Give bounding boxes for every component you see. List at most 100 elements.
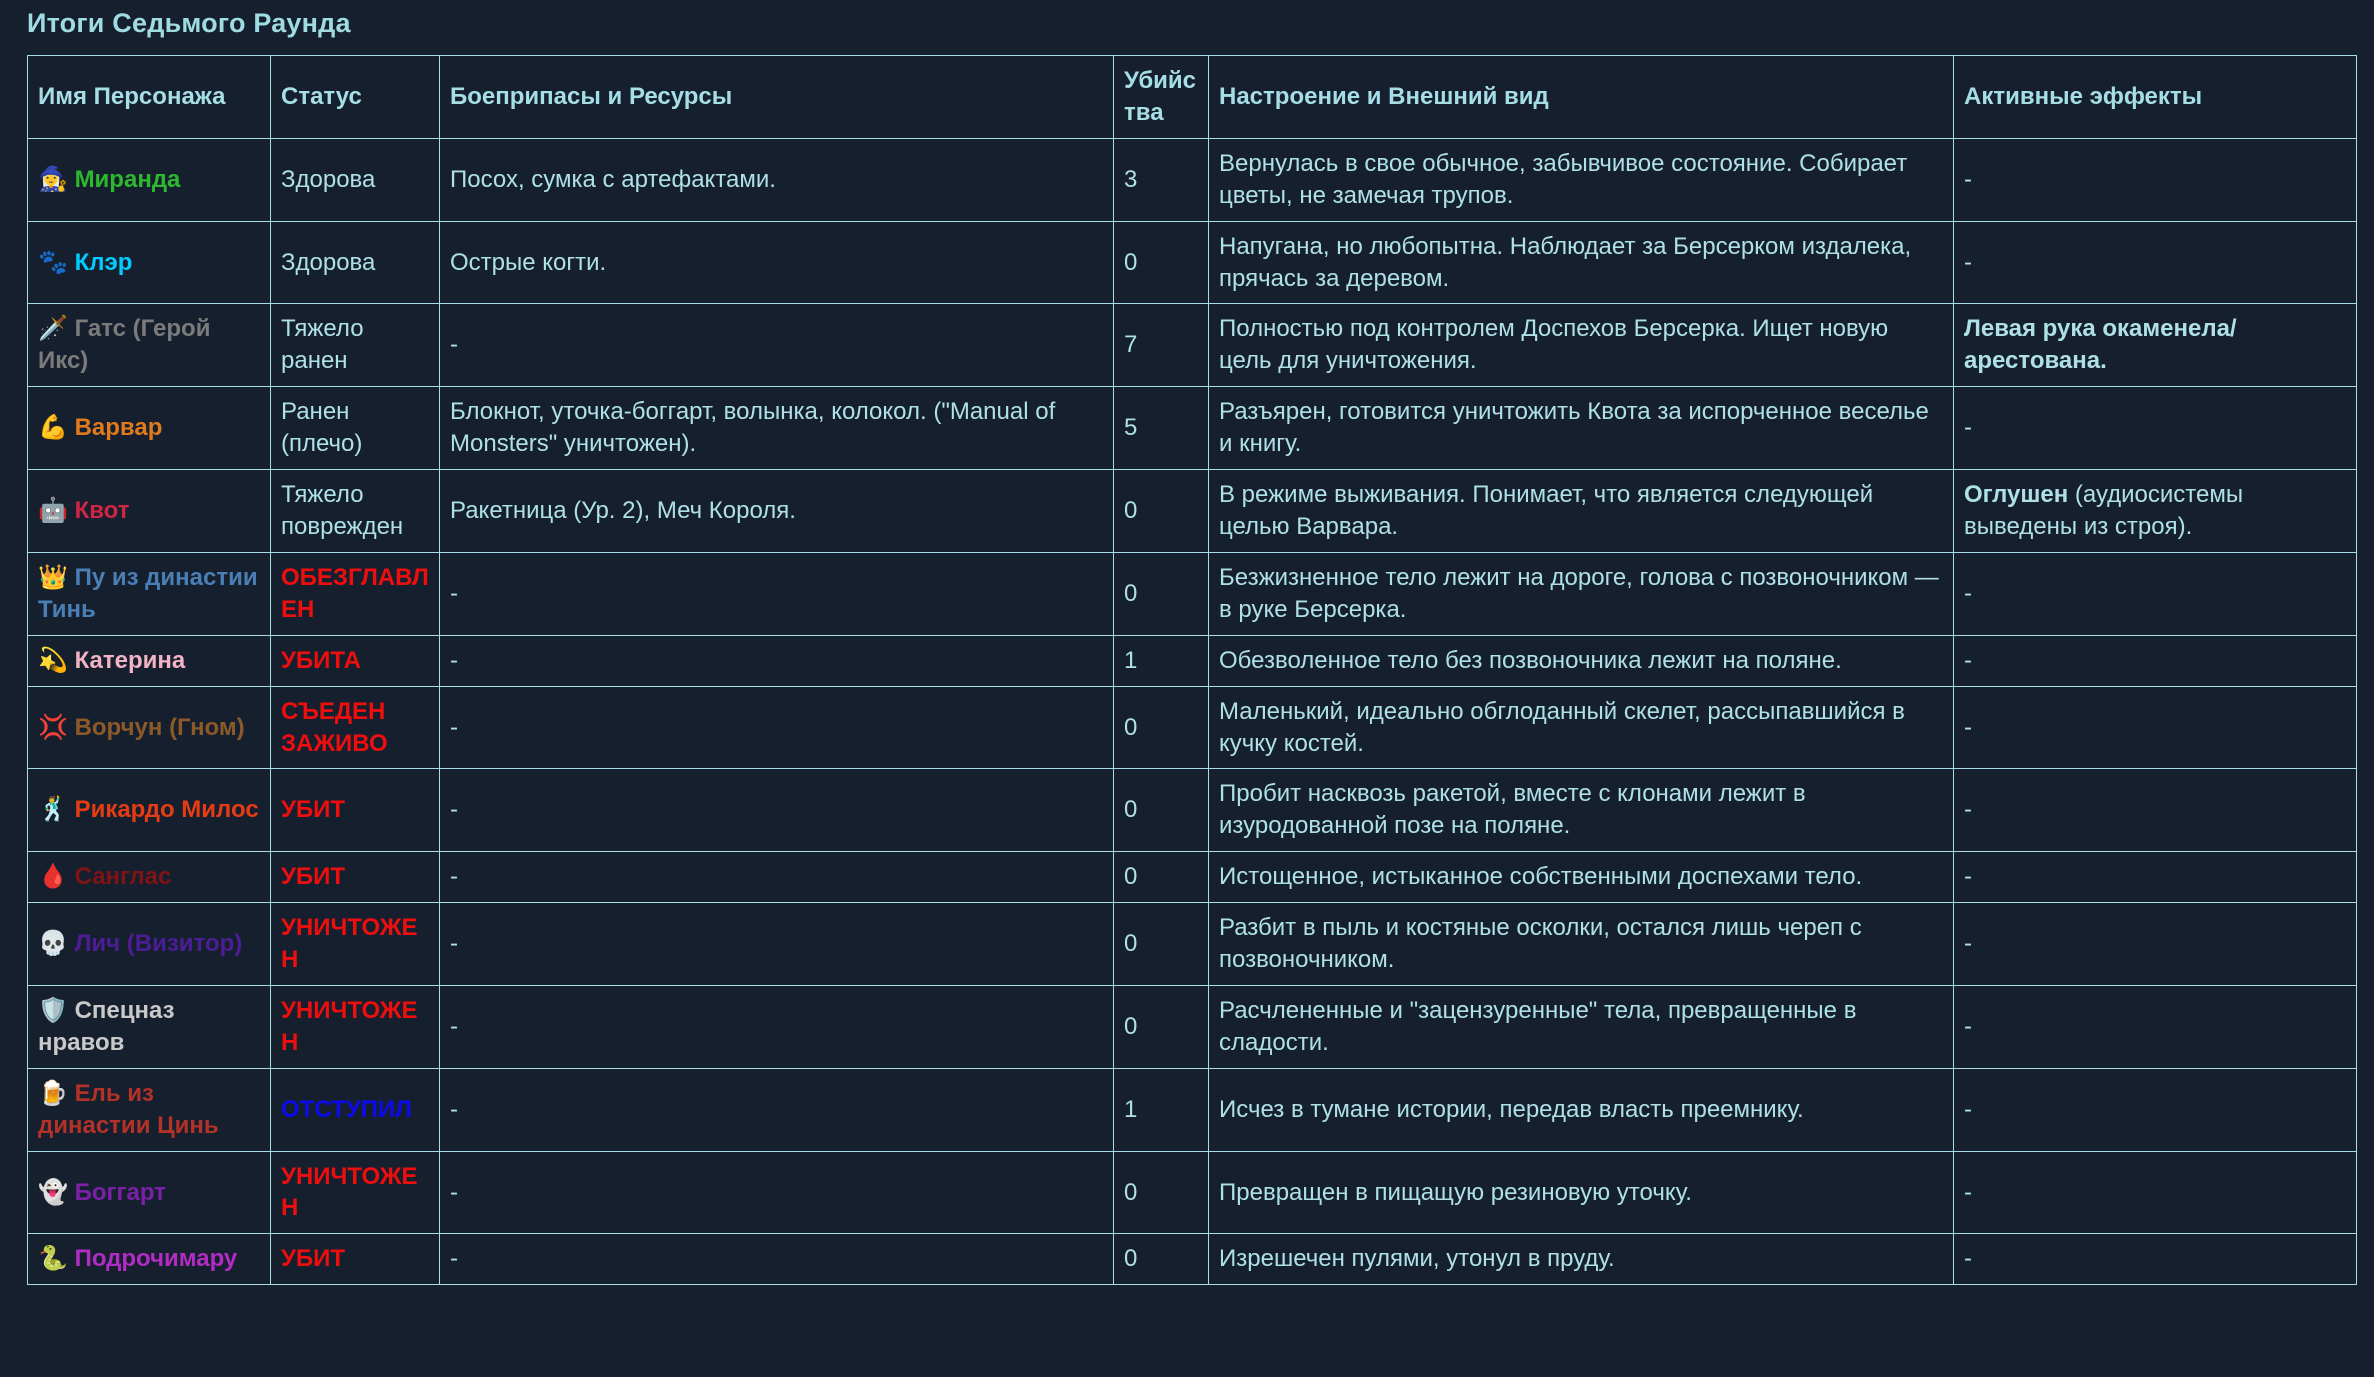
table-row: 🧙‍♀️ Миранда Здорова Посох, сумка с арте… [27, 137, 2357, 222]
effect-text: - [1964, 414, 1972, 442]
effects-cell: Левая рука окаменела/арестована. [1953, 303, 2357, 388]
status-text: Ранен (плечо) [281, 398, 363, 458]
man-dancing-icon: 🕺 [38, 796, 68, 824]
mood-cell: Расчлененные и "зацензуренные" тела, пре… [1208, 984, 1954, 1069]
resources-text: - [450, 1095, 458, 1123]
column-header-mood: Настроение и Внешний вид [1208, 55, 1954, 139]
character-name: Спецназ нравов [38, 996, 175, 1056]
mood-cell: Пробит насквозь ракетой, вместе с клонам… [1208, 768, 1954, 853]
blood-drop-icon: 🩸 [38, 863, 68, 891]
paw-prints-icon: 🐾 [38, 248, 68, 276]
kills-cell: 0 [1113, 551, 1209, 636]
mood-cell: Исчез в тумане истории, передав власть п… [1208, 1067, 1954, 1152]
resources-cell: - [439, 902, 1114, 986]
kills-cell: 3 [1113, 137, 1209, 222]
table-row: 💢 Ворчун (Гном) СЪЕДЕН ЗАЖИВО - 0 Малень… [27, 685, 2357, 770]
page-title: Итоги Седьмого Раунда [27, 8, 351, 38]
status-cell: Здорова [270, 137, 440, 222]
status-text: УБИТ [281, 863, 346, 891]
resources-text: - [450, 1178, 458, 1206]
status-cell: Тяжело ранен [270, 303, 440, 388]
column-header-status: Статус [270, 55, 440, 139]
mood-text: Безжизненное тело лежит на дороге, голов… [1219, 563, 1939, 623]
status-text: Здорова [281, 165, 376, 193]
resources-cell: - [439, 634, 1114, 687]
character-name-cell: 🕺 Рикардо Милос [27, 768, 271, 853]
resources-cell: - [439, 685, 1114, 770]
effects-cell: - [1953, 851, 2357, 904]
status-text: УНИЧТОЖЕН [281, 996, 418, 1056]
character-name: Ворчун (Гном) [74, 713, 245, 741]
status-cell: УБИТА [270, 634, 440, 687]
resources-cell: - [439, 551, 1114, 636]
mood-cell: Безжизненное тело лежит на дороге, голов… [1208, 551, 1954, 636]
mood-text: Расчлененные и "зацензуренные" тела, пре… [1219, 996, 1857, 1056]
effects-cell: - [1953, 634, 2357, 687]
mood-cell: Обезволенное тело без позвоночника лежит… [1208, 634, 1954, 687]
character-name-cell: 👻 Боггарт [27, 1150, 271, 1235]
character-name: Подрочимару [74, 1245, 238, 1273]
status-text: УНИЧТОЖЕН [281, 1162, 418, 1222]
column-header-kills: Убийства [1113, 55, 1209, 139]
kills-cell: 0 [1113, 902, 1209, 986]
status-cell: УНИЧТОЖЕН [270, 984, 440, 1069]
column-header-character-name: Имя Персонажа [27, 55, 271, 139]
character-name: Гатс (Герой Икс) [38, 315, 211, 375]
table-row: 💫 Катерина УБИТА - 1 Обезволенное тело б… [27, 634, 2357, 687]
effects-cell: - [1953, 386, 2357, 471]
character-name: Пу из династии Тинь [38, 563, 258, 623]
status-cell: УНИЧТОЖЕН [270, 902, 440, 986]
table-row: 🛡️ Спецназ нравов УНИЧТОЖЕН - 0 Расчлене… [27, 984, 2357, 1069]
mood-cell: Напугана, но любопытна. Наблюдает за Бер… [1208, 220, 1954, 305]
beer-mug-icon: 🍺 [38, 1079, 68, 1107]
effects-cell: - [1953, 137, 2357, 222]
status-text: УБИТА [281, 646, 361, 674]
status-cell: ОБЕЗГЛАВЛЕН [270, 551, 440, 636]
resources-text: - [450, 1012, 458, 1040]
kills-value: 0 [1124, 579, 1138, 607]
character-name: Санглас [74, 863, 172, 891]
effect-text: - [1964, 579, 1972, 607]
kills-value: 0 [1124, 863, 1138, 891]
mage-icon: 🧙‍♀️ [38, 165, 68, 193]
kills-value: 0 [1124, 1245, 1138, 1273]
table-row: 💪 Варвар Ранен (плечо) Блокнот, уточка-б… [27, 386, 2357, 471]
mood-cell: Полностью под контролем Доспехов Берсерк… [1208, 303, 1954, 388]
mood-cell: Истощенное, истыканное собственными досп… [1208, 851, 1954, 904]
resources-cell: - [439, 1067, 1114, 1152]
effect-bold-text: Левая рука окаменела/арестована. [1964, 315, 2237, 375]
resources-text: - [450, 796, 458, 824]
effect-text: - [1964, 863, 1972, 891]
resources-cell: - [439, 1150, 1114, 1235]
kills-value: 3 [1124, 165, 1138, 193]
resources-cell: Острые когти. [439, 220, 1114, 305]
character-name-cell: 🐍 Подрочимару [27, 1233, 271, 1286]
mood-text: Напугана, но любопытна. Наблюдает за Бер… [1219, 232, 1912, 292]
resources-text: Посох, сумка с артефактами. [450, 165, 776, 193]
character-name-cell: 💪 Варвар [27, 386, 271, 471]
dizzy-icon: 💫 [38, 646, 68, 674]
effects-cell: Оглушен (аудиосистемы выведены из строя)… [1953, 469, 2357, 553]
effects-cell: - [1953, 984, 2357, 1069]
robot-icon: 🤖 [38, 497, 68, 525]
character-name: Лич (Визитор) [74, 930, 243, 958]
kills-value: 0 [1124, 248, 1138, 276]
effects-cell: - [1953, 551, 2357, 636]
mood-text: Вернулась в свое обычное, забывчивое сос… [1219, 149, 1908, 209]
crown-icon: 👑 [38, 563, 68, 591]
table-row: 👻 Боггарт УНИЧТОЖЕН - 0 Превращен в пища… [27, 1150, 2357, 1235]
resources-cell: Блокнот, уточка-боггарт, волынка, колоко… [439, 386, 1114, 471]
character-name-cell: 🩸 Санглас [27, 851, 271, 904]
character-name-cell: 🛡️ Спецназ нравов [27, 984, 271, 1069]
effects-cell: - [1953, 1233, 2357, 1286]
mood-text: Истощенное, истыканное собственными досп… [1219, 863, 1863, 891]
kills-cell: 5 [1113, 386, 1209, 471]
resources-text: Острые когти. [450, 248, 607, 276]
table-row: 🕺 Рикардо Милос УБИТ - 0 Пробит насквозь… [27, 768, 2357, 853]
effect-bold-text: Оглушен [1964, 481, 2069, 509]
table-row: 🗡️ Гатс (Герой Икс) Тяжело ранен - 7 Пол… [27, 303, 2357, 388]
character-name-cell: 💢 Ворчун (Гном) [27, 685, 271, 770]
table-row: 🩸 Санглас УБИТ - 0 Истощенное, истыканно… [27, 851, 2357, 904]
kills-cell: 1 [1113, 1067, 1209, 1152]
